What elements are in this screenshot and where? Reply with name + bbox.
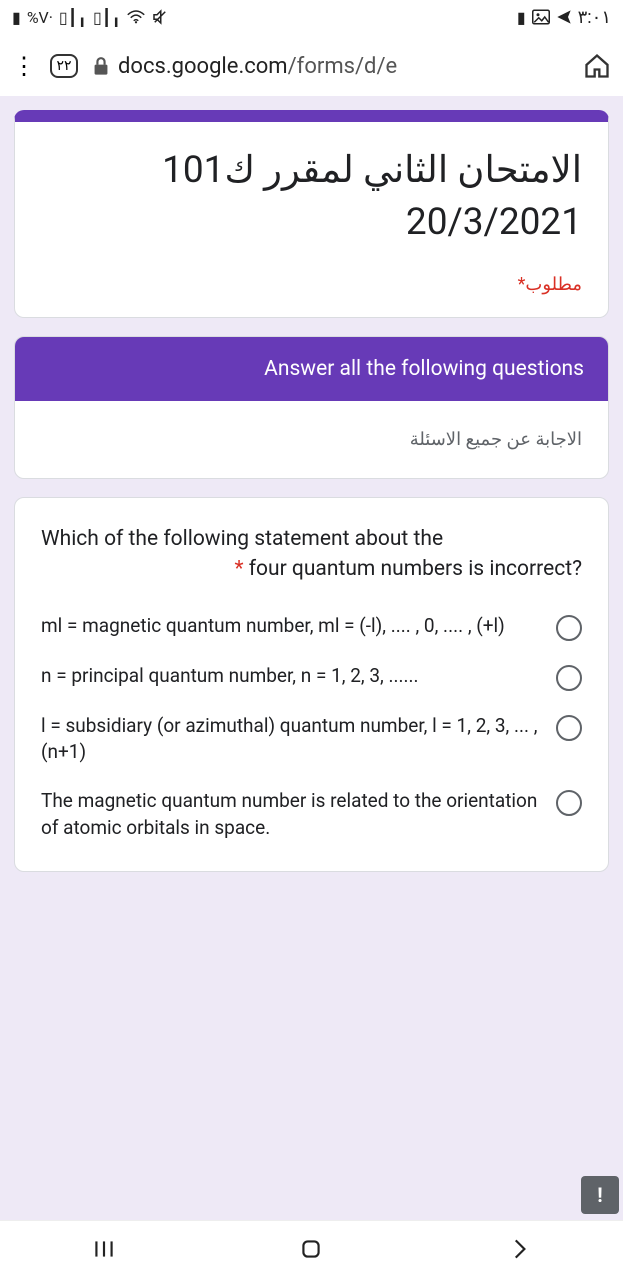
home-button[interactable] — [298, 1236, 324, 1266]
form-date: 20/3/2021 — [41, 198, 582, 248]
url-text: docs.google.com/forms/d/e — [118, 54, 397, 79]
status-time: ٣:٠١ — [578, 9, 611, 27]
send-icon — [556, 9, 572, 28]
tab-count-button[interactable]: ٢٢ — [50, 54, 78, 78]
radio-icon — [556, 665, 582, 691]
app-icon: ▮ — [517, 10, 526, 26]
back-button[interactable] — [506, 1236, 532, 1266]
section-heading: Answer all the following questions — [15, 337, 608, 401]
option-b-label: n = principal quantum number, n = 1, 2, … — [41, 663, 538, 690]
question-line2: ?four quantum numbers is incorrect — [249, 557, 582, 581]
android-nav-bar — [0, 1220, 623, 1280]
form-area: الامتحان الثاني لمقرر ك101 20/3/2021 *مط… — [0, 96, 623, 1220]
required-mark: * — [234, 557, 243, 581]
option-d[interactable]: The magnetic quantum number is related t… — [41, 788, 582, 841]
section-card: Answer all the following questions الاجا… — [14, 336, 609, 479]
status-bar: ▮ %V· ▯┃╻ ▯┃╻ ▮ ٣:٠١ — [0, 0, 623, 36]
wifi-icon — [127, 10, 145, 27]
option-a[interactable]: ml = magnetic quantum number, ml = (-l),… — [41, 613, 582, 641]
option-c-label: l = subsidiary (or azimuthal) quantum nu… — [41, 713, 538, 766]
signal-icon-1: ▯┃╻ — [59, 10, 87, 26]
option-c[interactable]: l = subsidiary (or azimuthal) quantum nu… — [41, 713, 582, 766]
radio-icon — [556, 790, 582, 816]
option-a-label: ml = magnetic quantum number, ml = (-l),… — [41, 613, 538, 640]
report-button[interactable]: ! — [581, 1176, 619, 1214]
signal-icon-2: ▯┃╻ — [93, 10, 121, 26]
section-description: الاجابة عن جميع الاسئلة — [15, 401, 608, 478]
question-line1: Which of the following statement about t… — [41, 527, 443, 551]
home-icon[interactable] — [583, 52, 611, 80]
picture-icon — [532, 9, 550, 28]
battery-icon: ▮ — [12, 10, 21, 26]
lock-icon — [92, 56, 110, 76]
radio-icon — [556, 615, 582, 641]
url-domain: docs.google.com — [118, 54, 288, 79]
url-bar[interactable]: docs.google.com/forms/d/e — [92, 54, 569, 79]
question-text: Which of the following statement about t… — [41, 524, 582, 585]
form-title: الامتحان الثاني لمقرر ك101 — [41, 146, 582, 196]
radio-icon — [556, 715, 582, 741]
required-note: *مطلوب — [41, 274, 582, 295]
status-right: ▮ ٣:٠١ — [517, 9, 611, 28]
option-d-label: The magnetic quantum number is related t… — [41, 788, 538, 841]
options-group: ml = magnetic quantum number, ml = (-l),… — [41, 613, 582, 841]
mute-icon — [151, 8, 169, 29]
browser-bar: ⋮ ٢٢ docs.google.com/forms/d/e — [0, 36, 623, 96]
recent-apps-button[interactable] — [91, 1236, 117, 1266]
menu-icon[interactable]: ⋮ — [12, 54, 36, 78]
battery-text: %V· — [27, 10, 53, 26]
form-header-card: الامتحان الثاني لمقرر ك101 20/3/2021 *مط… — [14, 110, 609, 318]
question-card: Which of the following statement about t… — [14, 497, 609, 872]
report-icon: ! — [597, 1183, 602, 1207]
url-path: /forms/d/e — [288, 54, 398, 79]
option-b[interactable]: n = principal quantum number, n = 1, 2, … — [41, 663, 582, 691]
status-left: ▮ %V· ▯┃╻ ▯┃╻ — [12, 8, 169, 29]
